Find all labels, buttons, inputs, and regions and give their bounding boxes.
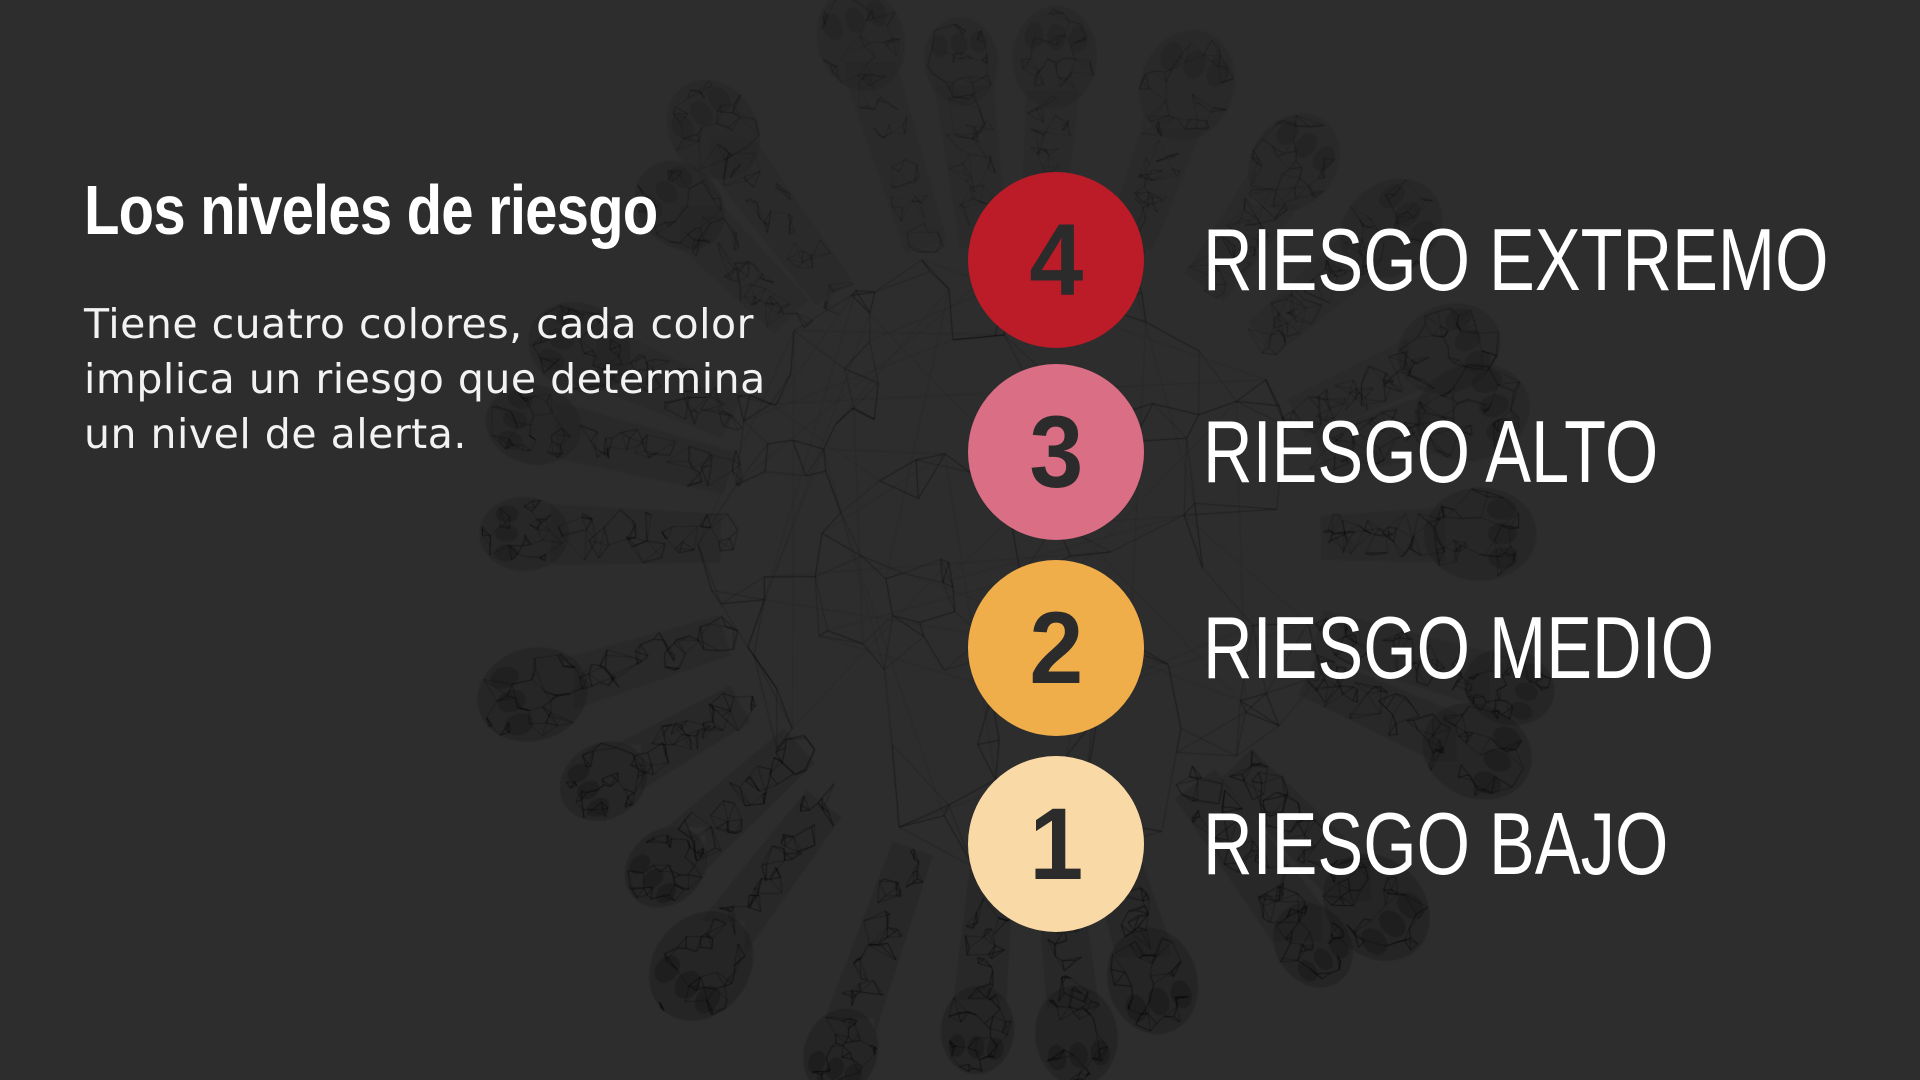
risk-level-badge: 4	[968, 172, 1144, 348]
risk-level-number: 4	[1029, 203, 1083, 317]
risk-level-row: 4 RIESGO EXTREMO	[968, 172, 1920, 348]
risk-level-number: 3	[1029, 395, 1083, 509]
risk-level-badge: 1	[968, 756, 1144, 932]
risk-level-badge: 3	[968, 364, 1144, 540]
risk-level-label: RIESGO EXTREMO	[1203, 210, 1829, 309]
risk-level-label: RIESGO ALTO	[1203, 402, 1659, 501]
risk-level-label: RIESGO MEDIO	[1203, 598, 1715, 697]
risk-level-row: 1 RIESGO BAJO	[968, 756, 1800, 932]
risk-level-row: 2 RIESGO MEDIO	[968, 560, 1858, 736]
risk-level-number: 2	[1029, 591, 1083, 705]
risk-level-badge: 2	[968, 560, 1144, 736]
risk-level-label: RIESGO BAJO	[1203, 794, 1669, 893]
risk-level-row: 3 RIESGO ALTO	[968, 364, 1787, 540]
risk-level-number: 1	[1029, 787, 1083, 901]
